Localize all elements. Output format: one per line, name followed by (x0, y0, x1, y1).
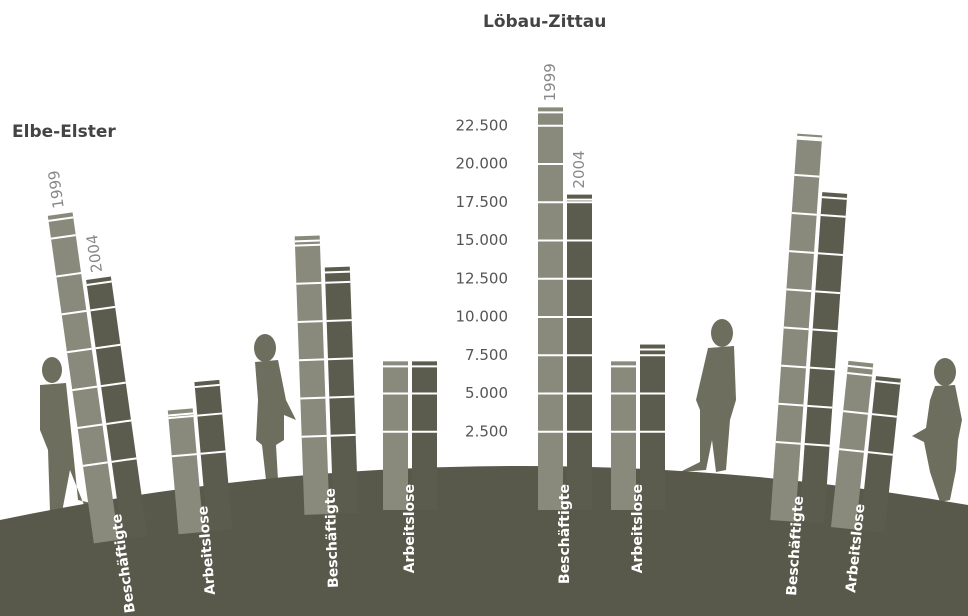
category-label: Arbeitslose (402, 484, 418, 573)
series-label: 1999 (45, 169, 68, 209)
y-tick-label: 17.500 (456, 193, 509, 211)
segment-line (296, 283, 321, 284)
y-tick-label: 5.000 (465, 384, 508, 402)
segment-line (329, 397, 354, 398)
segment-line (328, 358, 353, 359)
series-label: 1999 (541, 63, 559, 101)
bar (567, 195, 592, 510)
category-label: Arbeitslose (630, 484, 646, 573)
category-label: Beschäftigte (557, 484, 573, 584)
segment-line (298, 321, 323, 322)
segment-line (331, 435, 356, 436)
y-tick-label: 7.500 (465, 346, 508, 364)
segment-line (327, 320, 352, 321)
y-axis: 2.500 5.000 7.500 10.000 12.500 15.000 17.500 2… (456, 116, 509, 440)
y-tick-label: 10.000 (456, 308, 509, 326)
segment-line (325, 282, 350, 283)
group-title: Löbau-Zittau (483, 12, 606, 32)
bar-pair: 1999 2004 Beschäftigte (538, 63, 592, 584)
person (254, 334, 296, 480)
y-tick-label: 12.500 (456, 269, 509, 287)
person (680, 319, 736, 472)
bar (295, 236, 330, 515)
segment-line (295, 245, 320, 246)
segment-line (299, 359, 324, 360)
series-label: 2004 (83, 233, 106, 273)
segment-line (300, 398, 325, 399)
person (912, 358, 962, 502)
y-tick-label: 15.000 (456, 231, 509, 249)
group-title: Elbe-Elster (12, 122, 116, 142)
y-tick-label: 2.500 (465, 422, 508, 440)
y-tick-label: 22.500 (456, 116, 509, 134)
y-tick-label: 20.000 (456, 155, 509, 173)
bar (538, 107, 563, 510)
chart: 2.500 5.000 7.500 10.000 12.500 15.000 17.500 2… (0, 0, 968, 616)
segment-line (295, 241, 320, 242)
segment-line (325, 272, 350, 273)
series-label: 2004 (570, 150, 588, 188)
segment-line (302, 436, 327, 437)
